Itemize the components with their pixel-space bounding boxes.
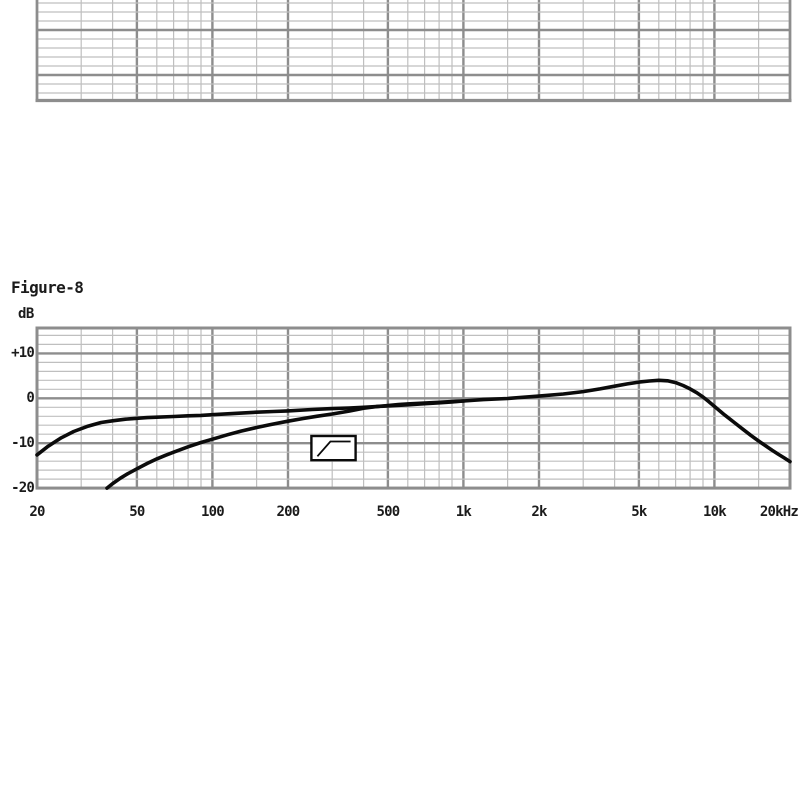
curve-frequency-response-with-low-cut xyxy=(105,399,466,490)
x-tick-label-50: 50 xyxy=(129,504,145,520)
x-tick-label-100: 100 xyxy=(200,504,225,520)
x-tick-label-200: 200 xyxy=(276,504,301,520)
x-tick-label-2k: 2k xyxy=(531,504,547,520)
x-tick-label-20kHz: 20kHz xyxy=(759,504,799,520)
y-tick-label-0: 0 xyxy=(26,390,34,407)
y-tick-label--20: -20 xyxy=(11,480,35,497)
x-tick-label-1k: 1k xyxy=(455,504,472,520)
x-tick-label-5k: 5k xyxy=(631,504,647,520)
main-grid xyxy=(35,326,792,490)
low-cut-filter-icon xyxy=(310,434,357,462)
figure-title: Figure-8 xyxy=(11,278,84,297)
y-tick-label--10: -10 xyxy=(11,435,35,452)
y-tick-label-+10: +10 xyxy=(11,345,35,362)
x-tick-label-20: 20 xyxy=(29,504,45,520)
top-partial-grid xyxy=(35,0,792,103)
x-tick-label-10k: 10k xyxy=(702,504,727,520)
curve-frequency-response xyxy=(35,378,792,464)
x-tick-label-500: 500 xyxy=(376,504,400,520)
y-axis-unit-label: dB xyxy=(18,306,34,322)
